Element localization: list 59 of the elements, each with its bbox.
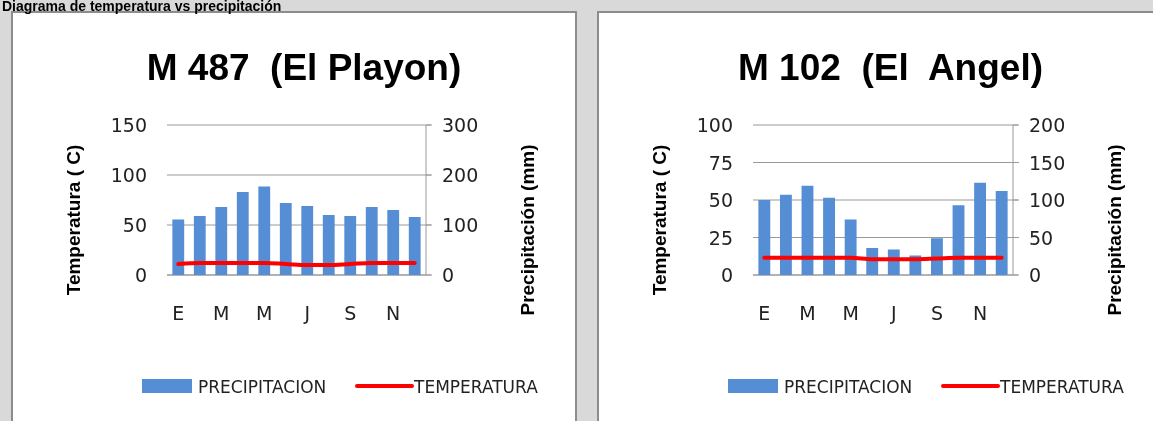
- bar: [215, 207, 228, 275]
- y2-tick-label: 200: [1029, 114, 1066, 136]
- x-tick-label: M: [799, 302, 816, 324]
- y2-tick-label: 0: [442, 264, 455, 286]
- bar: [995, 191, 1008, 275]
- x-tick-label: N: [386, 302, 401, 324]
- x-tick-label: E: [172, 302, 185, 324]
- y-tick-label: 0: [720, 264, 733, 286]
- x-tick-label: M: [256, 302, 273, 324]
- bar: [258, 186, 271, 275]
- legend-label: TEMPERATURA: [999, 377, 1125, 397]
- bar: [779, 194, 792, 275]
- bar: [844, 219, 857, 275]
- y-tick-label: 50: [708, 189, 733, 211]
- y-tick-label: 150: [110, 114, 147, 136]
- chart-title: M 487 (El Playon): [146, 47, 462, 88]
- x-tick-label: E: [758, 302, 771, 324]
- y-tick-label: 0: [134, 264, 147, 286]
- y2-tick-label: 0: [1029, 264, 1042, 286]
- legend-label: TEMPERATURA: [413, 377, 539, 397]
- x-tick-label: M: [213, 302, 230, 324]
- x-tick-label: S: [344, 302, 357, 324]
- y-tick-label: 100: [110, 164, 147, 186]
- bar: [365, 207, 378, 275]
- bar: [322, 215, 335, 275]
- x-tick-label: S: [930, 302, 943, 324]
- bar: [236, 192, 249, 275]
- chart-title: M 102 (El Angel): [738, 47, 1043, 88]
- x-tick-label: J: [303, 302, 311, 324]
- y-tick-label: 25: [708, 226, 733, 249]
- y2-axis-title: Precipitación (mm): [517, 144, 538, 316]
- y2-tick-label: 300: [442, 114, 479, 136]
- bar: [193, 216, 206, 275]
- y-tick-label: 50: [122, 214, 147, 236]
- bar: [301, 206, 314, 275]
- x-tick-label: N: [972, 302, 988, 324]
- y-axis-title: Temperatura ( C): [63, 144, 84, 296]
- text: Diagrama de temperatura vs precipitación: [2, 0, 282, 14]
- x-tick-label: J: [889, 302, 897, 324]
- y-tick-label: 75: [708, 151, 733, 174]
- y2-tick-label: 200: [442, 164, 479, 186]
- y-axis-title: Temperatura ( C): [649, 144, 670, 296]
- bar: [344, 216, 357, 275]
- bar: [172, 219, 185, 275]
- y2-tick-label: 100: [1029, 189, 1066, 211]
- legend-label: PRECIPITACION: [198, 377, 327, 397]
- bar: [408, 217, 421, 275]
- bar: [279, 203, 292, 275]
- bar: [387, 210, 400, 275]
- bar: [758, 200, 771, 275]
- y2-axis-title: Precipitación (mm): [1104, 144, 1125, 316]
- bar: [823, 197, 835, 275]
- y2-tick-label: 150: [1029, 151, 1066, 174]
- y2-tick-label: 100: [442, 214, 479, 236]
- y2-tick-label: 50: [1029, 226, 1054, 249]
- bar: [974, 182, 987, 275]
- x-tick-label: M: [842, 302, 859, 324]
- y-tick-label: 100: [696, 114, 733, 136]
- legend-label: PRECIPITACION: [784, 377, 913, 397]
